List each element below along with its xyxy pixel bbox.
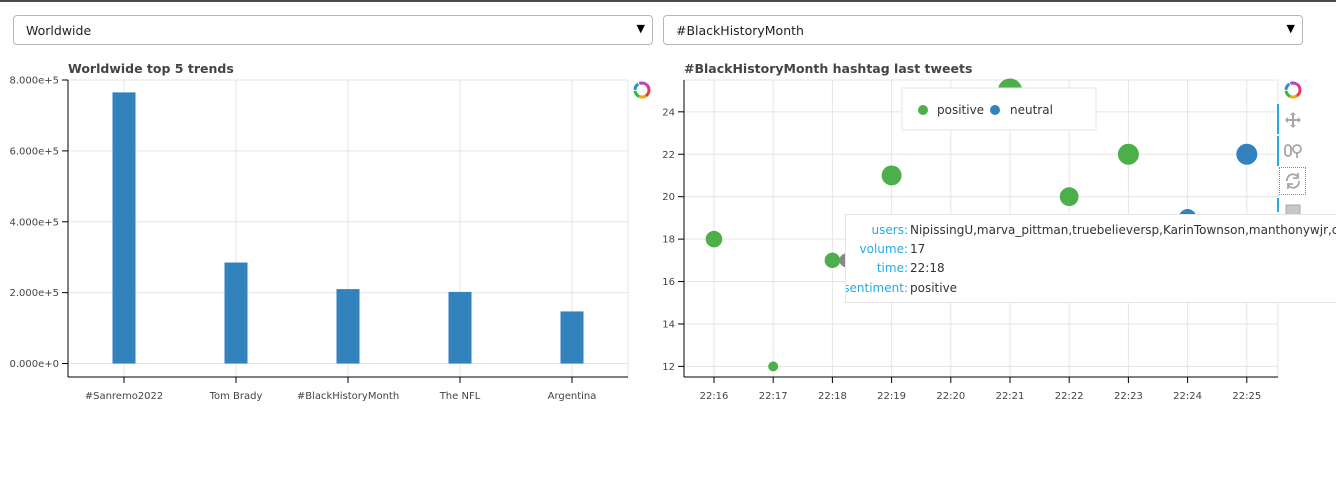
scatter-x-tick-label: 22:22 [1055,391,1084,402]
scatter-point-neutral [1236,143,1258,165]
scatter-point-positive [1117,143,1139,165]
bokeh-logo-icon[interactable] [1283,80,1303,100]
wheel-zoom-icon[interactable] [1283,141,1303,161]
pan-tool-icon[interactable] [1283,110,1303,130]
scatter-x-tick-label: 22:24 [1173,391,1202,402]
pan-tool-active-indicator [1277,104,1279,134]
scatter-point-positive [705,230,723,248]
tooltip-time-value: 22:18 [910,261,945,275]
scatter-y-tick-label: 22 [662,150,675,161]
region-select-value: Worldwide [26,23,92,38]
bar-x-tick-label: Argentina [548,391,597,402]
caret-down-icon: ▼ [1286,22,1295,35]
scatter-legend: positive neutral [901,87,1097,131]
bar-y-tick-label: 6.000e+5 [9,146,59,157]
scatter-y-tick-label: 18 [662,235,675,246]
bar-y-tick-label: 4.000e+5 [9,217,59,228]
tooltip-volume-value: 17 [910,242,926,256]
bar-1 [224,262,248,364]
trends-bar-chart: Worldwide top 5 trends 0.000e+0 2.000e+5 4… [9,61,629,402]
bar-y-tick-label: 0.000e+0 [9,359,59,370]
bar-4 [560,311,584,364]
caret-down-icon: ▼ [636,22,645,35]
tooltip-time-key: time: [876,261,908,275]
scatter-x-tick-label: 22:17 [759,391,788,402]
bar-x-tick-label: #Sanremo2022 [85,391,164,402]
legend-label-neutral: neutral [1010,103,1053,117]
hover-tooltip: users: NipissingU,marva_pittman,truebeli… [845,214,1336,303]
bar-x-tick-label: #BlackHistoryMonth [297,391,399,402]
tweets-scatter-chart: #BlackHistoryMonth hashtag last tweets 1… [662,61,1279,402]
scatter-x-tick-label: 22:20 [936,391,965,402]
scatter-point-positive [1059,187,1079,207]
tooltip-users-key: users: [871,223,908,237]
scatter-x-tick-label: 22:19 [877,391,906,402]
scatter-x-tick-label: 22:16 [700,391,729,402]
hashtag-select[interactable]: #BlackHistoryMonth ▼ [663,15,1303,45]
tooltip-users-value: NipissingU,marva_pittman,truebelieversp,… [910,223,1336,237]
legend-label-positive: positive [937,103,984,117]
scatter-y-tick-label: 14 [662,319,675,330]
bar-x-tick-label: The NFL [439,391,481,402]
legend-swatch-positive [918,105,928,115]
bar-0 [112,92,136,364]
scatter-point-positive [824,252,841,269]
zoom-tool-active-indicator [1277,136,1279,166]
bar-3 [448,291,472,364]
scatter-point-positive [768,361,779,372]
tooltip-volume-key: volume: [859,242,909,256]
hashtag-select-value: #BlackHistoryMonth [676,23,804,38]
reset-tool-focus [1279,167,1306,195]
scatter-y-tick-label: 20 [662,192,675,203]
scatter-x-tick-label: 22:23 [1114,391,1143,402]
scatter-y-tick-label: 24 [662,107,675,118]
scatter-y-tick-label: 16 [662,277,675,288]
bar-y-tick-label: 8.000e+5 [9,76,59,87]
reset-tool-icon[interactable] [1283,171,1303,191]
bar-x-tick-label: Tom Brady [209,391,263,402]
tooltip-sentiment-value: positive [910,281,958,295]
scatter-x-tick-label: 22:18 [818,391,847,402]
scatter-x-tick-label: 22:25 [1232,391,1261,402]
scatter-point-positive [881,165,902,186]
bar-chart-title: Worldwide top 5 trends [68,61,234,76]
scatter-y-tick-label: 12 [662,362,675,373]
bar-y-tick-label: 2.000e+5 [9,288,59,299]
scatter-x-tick-label: 22:21 [996,391,1025,402]
bokeh-logo-icon[interactable] [632,80,652,100]
region-select[interactable]: Worldwide ▼ [13,15,653,45]
scatter-chart-title: #BlackHistoryMonth hashtag last tweets [684,61,972,76]
bar-2 [336,289,360,364]
tooltip-sentiment-key: sentiment: [845,281,908,295]
save-tool-indicator [1277,198,1279,212]
legend-swatch-neutral [990,105,1000,115]
save-tool-icon[interactable] [1285,204,1301,214]
